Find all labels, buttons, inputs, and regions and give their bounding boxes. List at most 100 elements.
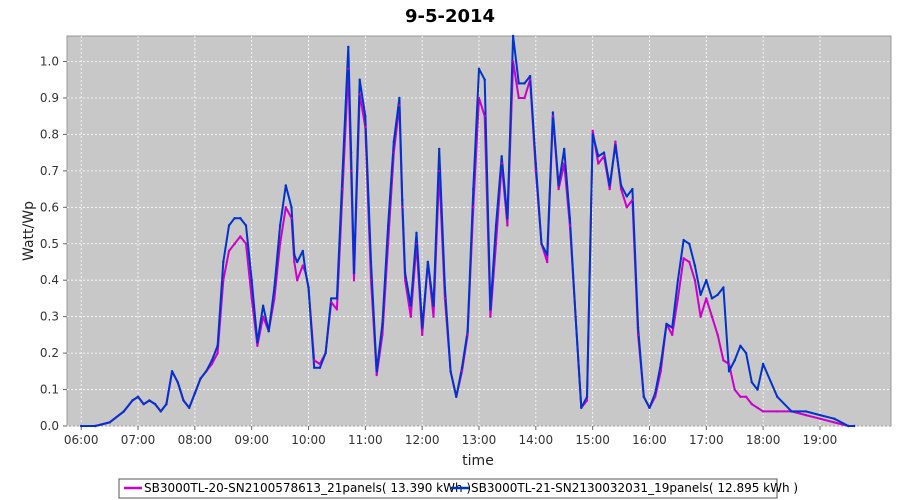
y-tick-label: 0.3 [40,310,59,324]
data-point-series-1 [739,395,742,398]
data-point-series-1 [381,333,384,337]
data-point-series-1 [466,333,469,337]
data-point-series-2 [136,395,140,398]
data-point-series-2 [574,315,577,318]
data-point-series-1 [375,373,378,377]
data-point-series-2 [710,297,714,300]
data-point-series-1 [608,187,611,191]
data-point-series-1 [460,370,464,373]
data-point-series-2 [278,224,282,227]
data-point-series-2 [205,370,208,373]
data-point-series-2 [455,395,458,398]
data-point-series-1 [438,169,441,173]
data-point-series-1 [682,257,685,260]
data-point-series-2 [398,96,401,100]
data-point-series-1 [318,362,322,366]
data-point-series-2 [324,351,327,355]
data-point-series-1 [273,297,276,300]
x-tick-label: 12:00 [405,433,440,447]
data-point-series-2 [386,224,390,227]
data-point-series-2 [131,399,134,402]
data-point-series-2 [472,187,475,191]
data-point-series-2 [665,322,668,326]
data-point-series-2 [705,279,708,282]
data-point-series-2 [182,399,185,402]
x-tick-label: 08:00 [178,433,213,447]
x-tick-label: 13:00 [462,433,497,447]
data-point-series-2 [682,238,685,242]
data-point-series-1 [750,402,753,406]
data-point-series-2 [528,74,532,78]
data-point-series-2 [727,370,731,373]
y-axis-label: Watt/Wp [21,201,37,261]
data-point-series-2 [443,286,447,289]
data-point-series-2 [313,366,316,369]
x-tick-label: 07:00 [121,433,156,447]
data-point-series-2 [335,297,339,300]
y-tick-label: 0.4 [40,273,59,287]
data-point-series-1 [330,300,333,304]
data-point-series-1 [833,421,836,424]
data-point-series-2 [381,322,384,326]
data-point-series-2 [790,410,793,413]
x-tick-label: 17:00 [689,433,724,447]
data-point-series-1 [210,362,214,366]
data-point-series-2 [761,362,765,366]
data-point-series-1 [364,125,367,129]
data-point-series-2 [193,392,197,395]
data-point-series-2 [284,184,287,187]
data-point-series-2 [466,330,469,333]
data-point-series-2 [188,406,191,409]
data-point-series-1 [523,96,526,100]
data-point-series-2 [210,359,214,362]
data-point-series-2 [716,293,719,296]
data-point-series-2 [699,293,702,296]
data-point-series-1 [489,315,492,318]
data-point-series-2 [256,341,259,344]
data-point-series-1 [597,162,600,165]
data-point-series-1 [591,129,594,132]
data-point-series-2 [273,286,276,289]
data-point-series-1 [301,264,304,267]
data-point-series-2 [148,399,151,402]
legend-label-series-1: SB3000TL-20-SN2100578613_21panels( 13.39… [144,481,471,495]
data-point-series-1 [278,242,282,245]
data-point-series-2 [654,392,657,395]
data-point-series-2 [165,402,168,406]
data-point-series-1 [710,315,714,318]
data-point-series-1 [756,406,759,409]
data-point-series-2 [585,395,589,398]
data-point-series-2 [833,417,836,420]
data-point-series-2 [739,344,742,347]
data-point-series-2 [608,184,611,187]
data-point-series-1 [585,399,589,402]
data-point-series-1 [403,279,407,282]
data-point-series-2 [438,147,441,151]
data-point-series-2 [631,187,634,191]
data-point-series-1 [409,315,412,318]
data-point-series-2 [80,424,83,428]
y-tick-label: 0.6 [40,200,59,214]
data-point-series-1 [398,104,401,107]
data-point-series-2 [449,370,452,373]
data-point-series-2 [489,308,492,311]
data-point-series-1 [349,169,353,173]
data-point-series-1 [636,333,640,337]
data-point-series-1 [625,206,628,209]
data-point-series-2 [364,115,367,118]
data-point-series-1 [313,359,316,362]
y-tick-label: 0.2 [40,346,59,360]
data-point-series-1 [341,187,344,191]
data-point-series-1 [290,217,293,220]
data-point-series-1 [551,115,555,118]
data-point-series-2 [142,402,145,406]
data-point-series-1 [483,115,486,118]
data-point-series-2 [546,253,549,256]
y-tick-label: 0.9 [40,91,59,105]
data-point-series-1 [676,297,680,300]
data-point-series-2 [122,410,126,413]
data-point-series-1 [699,315,702,318]
data-point-series-2 [239,217,242,220]
data-point-series-2 [591,133,594,136]
